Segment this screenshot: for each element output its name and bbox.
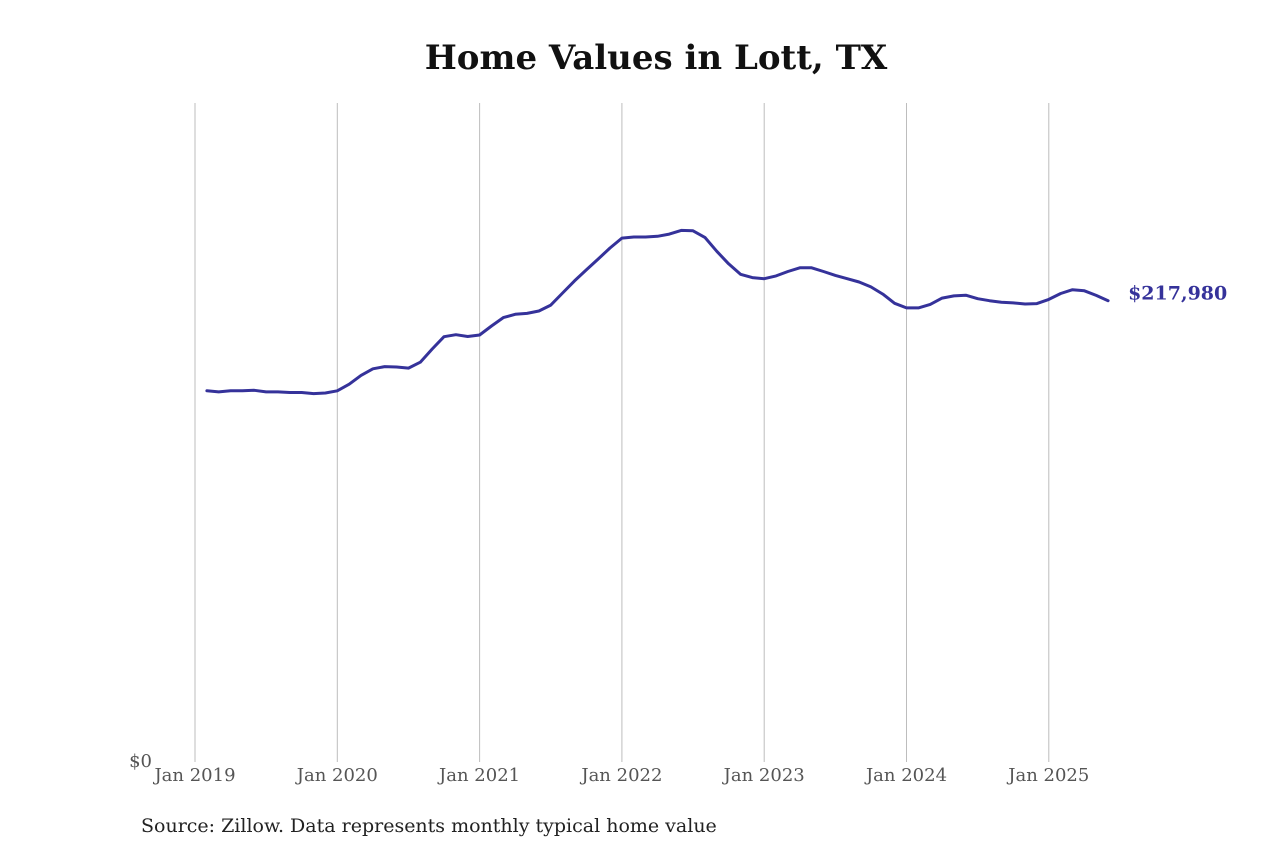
y-axis-ticks: $0	[129, 751, 152, 772]
x-tick-label: Jan 2024	[864, 765, 947, 786]
gridlines	[194, 103, 1050, 762]
y-tick-label: $0	[129, 751, 152, 772]
x-tick-label: Jan 2023	[722, 765, 805, 786]
end-label-layer: $217,980	[1128, 283, 1227, 305]
source-note: Source: Zillow. Data represents monthly …	[141, 815, 717, 837]
chart-title: Home Values in Lott, TX	[424, 38, 888, 78]
x-tick-label: Jan 2021	[437, 765, 520, 786]
x-axis-ticks: Jan 2019 Jan 2020 Jan 2021 Jan 2022 Jan 2023…	[152, 765, 1089, 786]
series-line	[205, 228, 1110, 396]
x-tick-label: Jan 2019	[152, 765, 235, 786]
x-tick-label: Jan 2025	[1006, 765, 1089, 786]
x-tick-label: Jan 2022	[579, 765, 662, 786]
end-value-label: $217,980	[1128, 283, 1227, 305]
series-layer	[205, 228, 1110, 396]
x-tick-label: Jan 2020	[295, 765, 378, 786]
